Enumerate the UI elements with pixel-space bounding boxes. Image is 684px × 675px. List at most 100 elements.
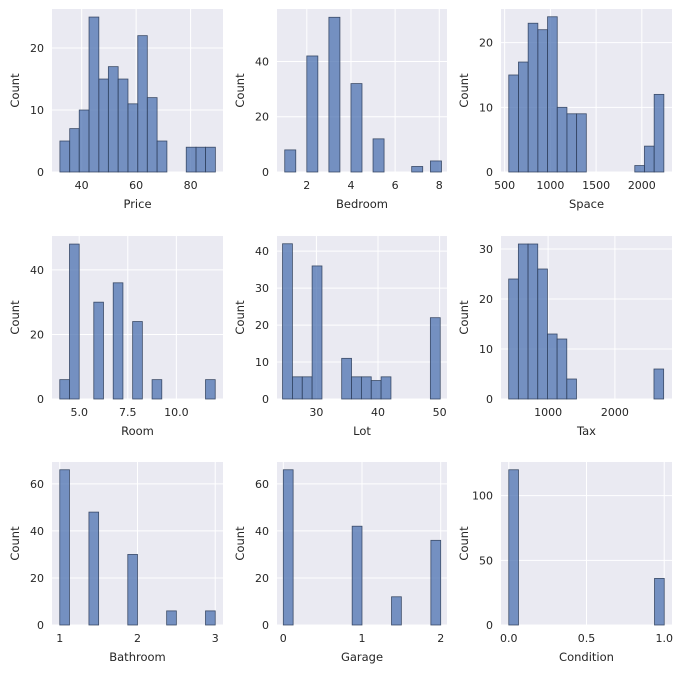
x-axis-label: Tax — [576, 424, 596, 438]
y-tick-label: 0 — [262, 619, 269, 632]
x-tick-label: 2 — [134, 632, 141, 645]
histogram-bar — [634, 165, 645, 173]
histogram-bar — [98, 78, 109, 173]
histogram-bar — [430, 160, 442, 173]
histogram-bar — [653, 368, 665, 400]
x-axis-label: Price — [123, 197, 151, 211]
histogram-bar — [151, 379, 163, 400]
histogram-bar — [556, 106, 568, 173]
histogram-bar — [88, 511, 100, 626]
y-tick-label: 100 — [472, 490, 493, 503]
histogram-room: 0 20 40 5.0 7.5 10.0 Room Count — [8, 236, 223, 438]
histogram-bar — [78, 109, 90, 173]
x-tick-label: 2000 — [601, 406, 629, 419]
x-tick-label: 40 — [75, 179, 89, 192]
y-tick-label: 60 — [255, 478, 269, 491]
y-axis-label: Count — [457, 526, 471, 561]
histogram-bar — [527, 22, 539, 173]
y-tick-label: 40 — [255, 55, 269, 68]
histogram-bar — [372, 138, 385, 173]
histogram-bar — [112, 282, 124, 400]
x-axis-label: Bathroom — [109, 650, 165, 664]
y-axis-label: Count — [8, 300, 22, 335]
histogram-bar — [517, 243, 529, 400]
x-tick-label: 1000 — [536, 179, 564, 192]
histogram-bar — [411, 166, 424, 173]
y-tick-label: 20 — [255, 319, 269, 332]
histogram-bar — [391, 596, 402, 626]
y-tick-label: 0 — [37, 393, 44, 406]
histogram-bar — [576, 113, 587, 173]
y-tick-label: 30 — [255, 282, 269, 295]
y-tick-label: 20 — [479, 293, 493, 306]
y-tick-label: 40 — [255, 525, 269, 538]
histogram-bar — [306, 55, 319, 173]
histogram-bar — [59, 469, 70, 626]
histogram-bar — [291, 376, 303, 400]
x-tick-label: 6 — [392, 179, 399, 192]
histogram-bar — [195, 146, 206, 173]
x-tick-label: 0 — [280, 632, 287, 645]
histogram-bar — [93, 301, 104, 400]
y-tick-label: 0 — [262, 166, 269, 179]
x-tick-label: 0.0 — [500, 632, 518, 645]
histogram-bar — [185, 146, 197, 173]
x-axis-label: Condition — [559, 650, 614, 664]
y-tick-label: 20 — [30, 328, 44, 341]
y-tick-label: 10 — [479, 343, 493, 356]
y-tick-label: 20 — [30, 42, 44, 55]
y-tick-label: 0 — [486, 619, 493, 632]
histogram-bathroom: 0 20 40 60 1 2 3 Bathroom Count — [8, 462, 223, 664]
histogram-bar — [117, 78, 129, 173]
x-axis-label: Bedroom — [336, 197, 388, 211]
y-tick-label: 10 — [255, 356, 269, 369]
x-axis-label: Space — [569, 197, 604, 211]
histogram-bar — [59, 379, 70, 400]
y-tick-label: 0 — [37, 166, 44, 179]
histogram-bar — [205, 379, 216, 400]
histogram-bar — [146, 97, 158, 173]
x-tick-label: 1 — [359, 632, 366, 645]
x-tick-label: 2 — [303, 179, 310, 192]
y-tick-label: 10 — [479, 101, 493, 114]
histogram-bar — [137, 35, 148, 173]
y-tick-label: 20 — [30, 572, 44, 585]
x-tick-label: 3 — [212, 632, 219, 645]
plot-area — [277, 236, 447, 399]
histogram-bar — [132, 321, 143, 400]
x-axis-label: Lot — [353, 424, 371, 438]
histogram-bar — [205, 146, 216, 173]
y-tick-label: 40 — [255, 245, 269, 258]
x-axis-label: Room — [121, 424, 154, 438]
histogram-bar — [508, 469, 519, 626]
histogram-bar — [127, 103, 139, 173]
histogram-bar — [518, 61, 529, 173]
x-tick-label: 2000 — [628, 179, 656, 192]
histogram-bar — [566, 113, 578, 173]
histogram-bar — [556, 338, 568, 400]
histogram-bar — [537, 29, 548, 173]
y-tick-label: 0 — [262, 393, 269, 406]
histogram-bar — [508, 74, 519, 173]
histogram-bar — [654, 578, 665, 626]
histogram-tax: 0 10 20 30 1000 2000 Tax Count — [457, 236, 672, 438]
histogram-bedroom: 0 20 40 2 4 6 8 Bedroom Count — [233, 9, 447, 211]
histogram-bar — [429, 317, 441, 400]
histogram-condition: 0 50 100 0.0 0.5 1.0 Condition Count — [457, 462, 673, 664]
y-tick-label: 0 — [486, 166, 493, 179]
histogram-bar — [301, 376, 313, 400]
histogram-bar — [59, 140, 71, 173]
histogram-bar — [156, 140, 168, 173]
y-tick-label: 40 — [30, 264, 44, 277]
histogram-bar — [69, 243, 80, 400]
y-tick-label: 50 — [479, 554, 493, 567]
x-tick-label: 50 — [433, 406, 447, 419]
histogram-garage: 0 20 40 60 0 1 2 Garage Count — [233, 462, 447, 664]
x-tick-label: 500 — [494, 179, 515, 192]
y-axis-label: Count — [233, 300, 247, 335]
histogram-bar — [547, 333, 558, 400]
histogram-bar — [282, 469, 294, 626]
histogram-bar — [653, 93, 665, 173]
y-tick-label: 20 — [479, 37, 493, 50]
